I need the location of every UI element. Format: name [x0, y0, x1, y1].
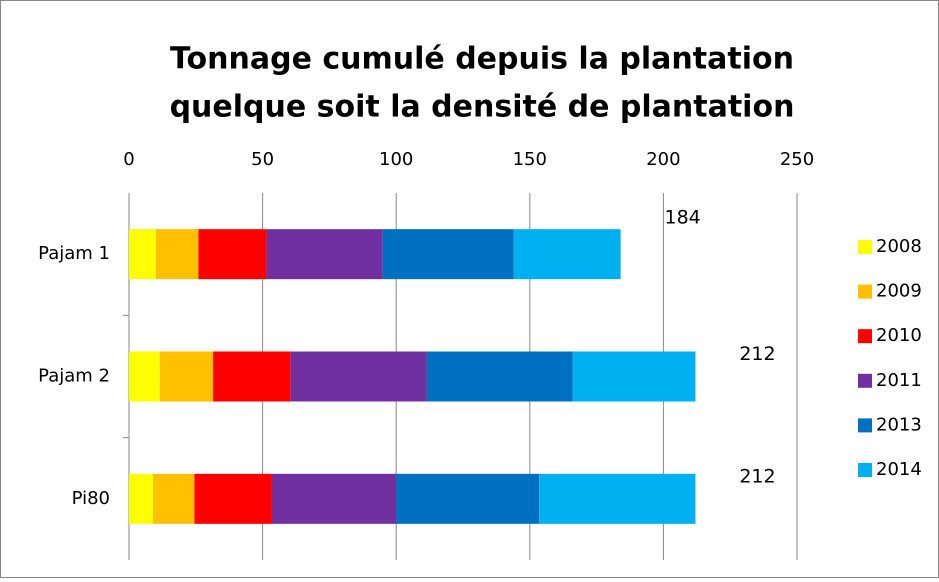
total-label: 212 [739, 465, 775, 487]
bar-segment [290, 351, 427, 402]
bar-segment [266, 229, 383, 280]
legend-label: 2010 [876, 325, 922, 346]
y-tick-label: Pi80 [72, 488, 110, 509]
total-label: 212 [739, 343, 775, 365]
bar-segment [396, 473, 540, 524]
x-tick-label: 250 [780, 149, 814, 170]
bar-segment [539, 473, 696, 524]
bar-segment [382, 229, 514, 280]
legend-swatch [858, 418, 872, 433]
legend-label: 2008 [876, 236, 922, 257]
legend-label: 2011 [876, 370, 922, 391]
bar-segment [153, 473, 195, 524]
bar-segment [159, 351, 214, 402]
x-tick-label: 0 [123, 149, 134, 170]
legend-label: 2013 [876, 414, 922, 435]
bar-segment [426, 351, 573, 402]
legend-swatch [858, 373, 872, 388]
chart-title: quelque soit la densité de plantation [170, 90, 795, 125]
total-label: 184 [665, 207, 701, 229]
chart-title: Tonnage cumulé depuis la plantation [170, 42, 794, 77]
bar-segment [213, 351, 291, 402]
bar-segment [572, 351, 696, 402]
y-tick-label: Pajam 2 [38, 366, 110, 387]
legend-swatch [858, 240, 872, 254]
legend-swatch [858, 463, 872, 477]
legend-swatch [858, 284, 872, 299]
legend-label: 2009 [876, 281, 922, 302]
legend-label: 2014 [876, 459, 922, 480]
bar-segment [155, 229, 199, 280]
bar-segment [271, 473, 397, 524]
bar-segment [513, 229, 621, 280]
x-tick-label: 50 [251, 149, 274, 170]
bar-segment [194, 473, 272, 524]
bar-segment [129, 351, 160, 402]
x-tick-label: 100 [379, 149, 413, 170]
bar-segment [198, 229, 267, 280]
legend-swatch [858, 329, 872, 344]
bar-segment [129, 229, 156, 280]
x-tick-label: 150 [513, 149, 547, 170]
bar-segment [129, 473, 154, 524]
y-tick-label: Pajam 1 [38, 243, 110, 264]
x-tick-label: 200 [646, 149, 680, 170]
